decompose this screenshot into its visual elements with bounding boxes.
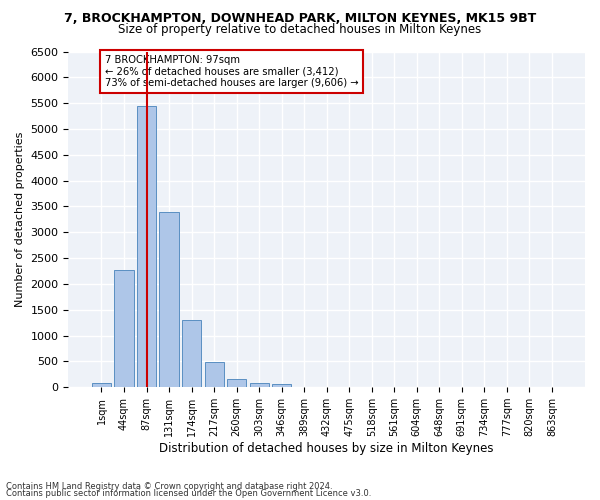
Text: Contains HM Land Registry data © Crown copyright and database right 2024.: Contains HM Land Registry data © Crown c… — [6, 482, 332, 491]
Text: Contains public sector information licensed under the Open Government Licence v3: Contains public sector information licen… — [6, 489, 371, 498]
Bar — [205, 362, 224, 387]
Bar — [137, 106, 156, 387]
Bar — [250, 384, 269, 387]
Y-axis label: Number of detached properties: Number of detached properties — [15, 132, 25, 307]
Bar — [160, 212, 179, 387]
Bar — [272, 384, 291, 387]
Text: Size of property relative to detached houses in Milton Keynes: Size of property relative to detached ho… — [118, 22, 482, 36]
Bar — [115, 270, 134, 387]
Text: 7, BROCKHAMPTON, DOWNHEAD PARK, MILTON KEYNES, MK15 9BT: 7, BROCKHAMPTON, DOWNHEAD PARK, MILTON K… — [64, 12, 536, 26]
X-axis label: Distribution of detached houses by size in Milton Keynes: Distribution of detached houses by size … — [160, 442, 494, 455]
Bar — [182, 320, 201, 387]
Bar — [92, 384, 111, 387]
Text: 7 BROCKHAMPTON: 97sqm
← 26% of detached houses are smaller (3,412)
73% of semi-d: 7 BROCKHAMPTON: 97sqm ← 26% of detached … — [105, 55, 358, 88]
Bar — [227, 378, 246, 387]
